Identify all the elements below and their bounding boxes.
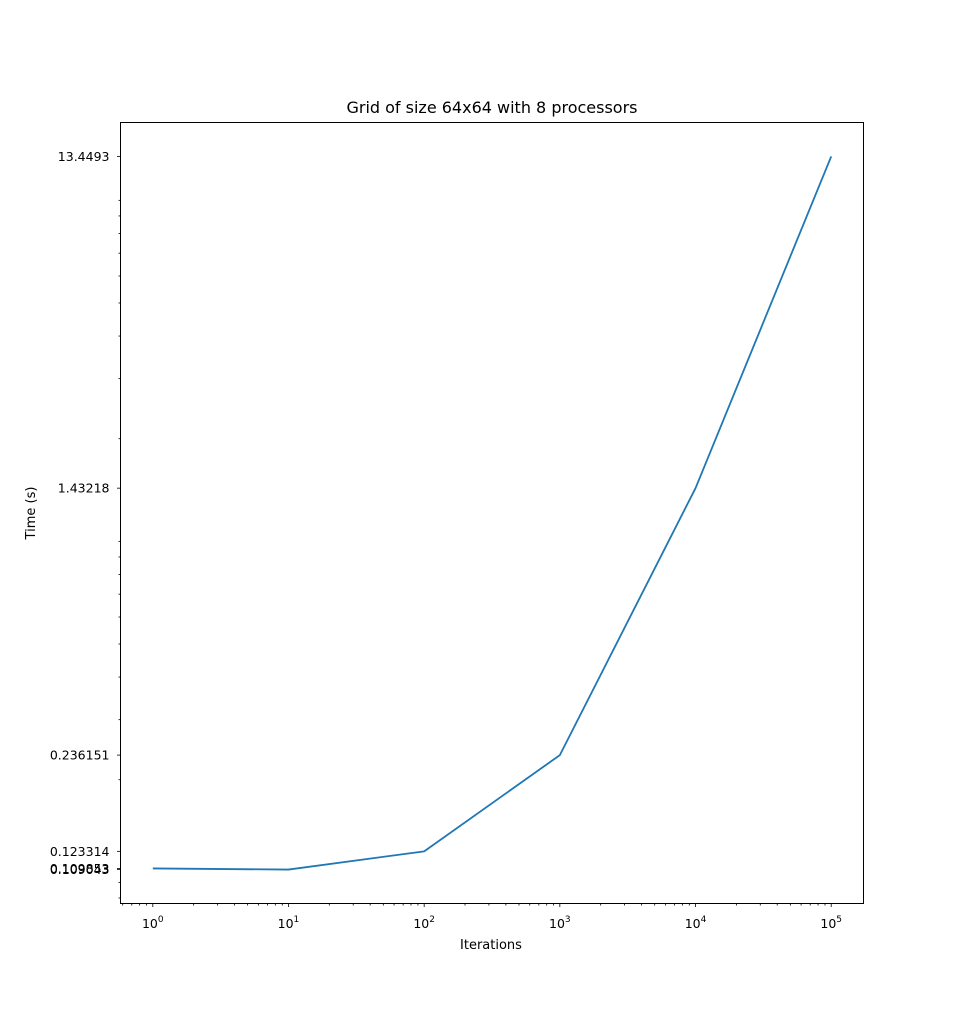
y-tick-label: 0.109043 — [50, 862, 110, 877]
y-tick-label: 0.236151 — [50, 748, 110, 763]
x-tick-label: 105 — [820, 915, 842, 931]
y-tick-label: 0.109853 — [50, 861, 110, 876]
minor-ticks — [118, 199, 826, 906]
x-axis-label: Iterations — [460, 938, 522, 953]
x-axis-ticks: 100 101 102 103 104 105 — [142, 903, 842, 931]
x-tick-label: 104 — [685, 915, 707, 931]
x-tick-label: 103 — [549, 915, 571, 931]
chart-title: Grid of size 64x64 with 8 processors — [346, 98, 637, 117]
x-tick-label: 100 — [142, 915, 164, 931]
y-tick-label: 13.4493 — [58, 149, 110, 164]
series-line — [152, 156, 833, 871]
x-tick-label: 101 — [278, 915, 300, 931]
y-tick-label: 0.123314 — [50, 844, 110, 859]
plot-frame — [120, 122, 864, 904]
y-tick-label: 1.43218 — [58, 481, 110, 496]
y-axis-label: Time (s) — [24, 487, 39, 541]
x-tick-label: 102 — [413, 915, 435, 931]
